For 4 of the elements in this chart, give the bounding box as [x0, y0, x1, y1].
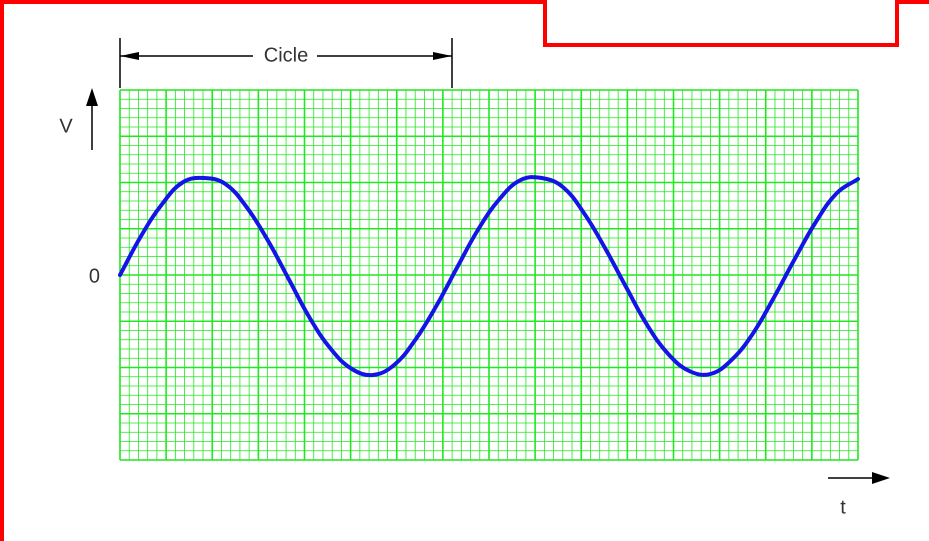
text: Cicle [264, 44, 308, 67]
text: 0 [88, 266, 100, 288]
y-axis-title: V [59, 116, 74, 138]
text: t [840, 496, 846, 519]
